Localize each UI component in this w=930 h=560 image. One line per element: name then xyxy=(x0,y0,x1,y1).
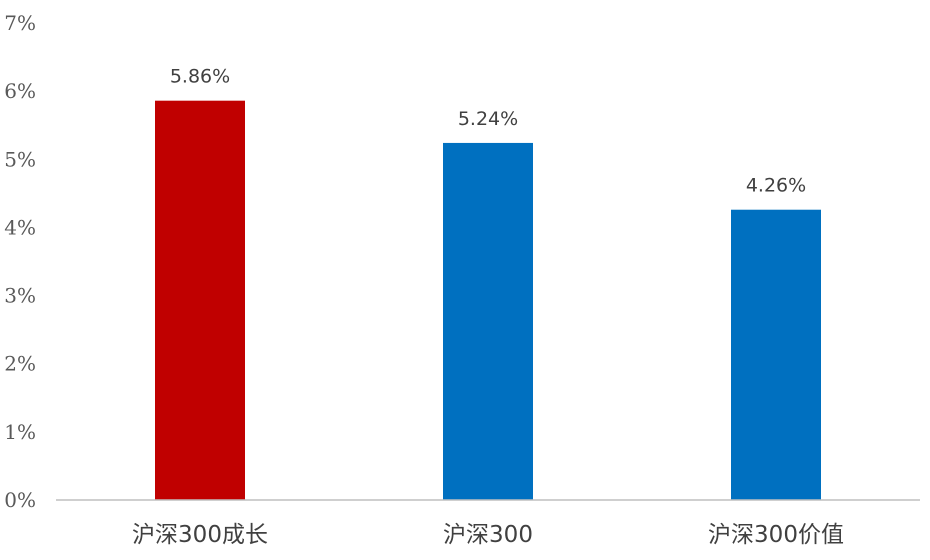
y-tick-label: 4% xyxy=(4,215,36,239)
bars xyxy=(155,100,821,500)
bar xyxy=(155,100,245,500)
y-tick-label: 0% xyxy=(4,488,36,512)
y-tick-label: 7% xyxy=(4,11,36,35)
category-label: 沪深300价值 xyxy=(708,522,844,548)
bar xyxy=(443,142,533,500)
y-axis-ticks: 0% 1% 2% 3% 4% 5% 6% 7% xyxy=(4,11,36,512)
y-tick-label: 2% xyxy=(4,352,36,376)
bar xyxy=(731,209,821,500)
bar-value-label: 5.86% xyxy=(170,66,230,88)
bar-value-label: 5.24% xyxy=(458,108,518,130)
data-labels: 5.86% 5.24% 4.26% xyxy=(170,66,806,197)
y-tick-label: 6% xyxy=(4,79,36,103)
y-tick-label: 5% xyxy=(4,147,36,171)
category-label: 沪深300成长 xyxy=(132,522,268,548)
bar-value-label: 4.26% xyxy=(746,175,806,197)
y-tick-label: 3% xyxy=(4,284,36,308)
category-label: 沪深300 xyxy=(443,522,533,548)
y-tick-label: 1% xyxy=(4,420,36,444)
x-axis-category-labels: 沪深300成长 沪深300 沪深300价值 xyxy=(132,522,844,548)
